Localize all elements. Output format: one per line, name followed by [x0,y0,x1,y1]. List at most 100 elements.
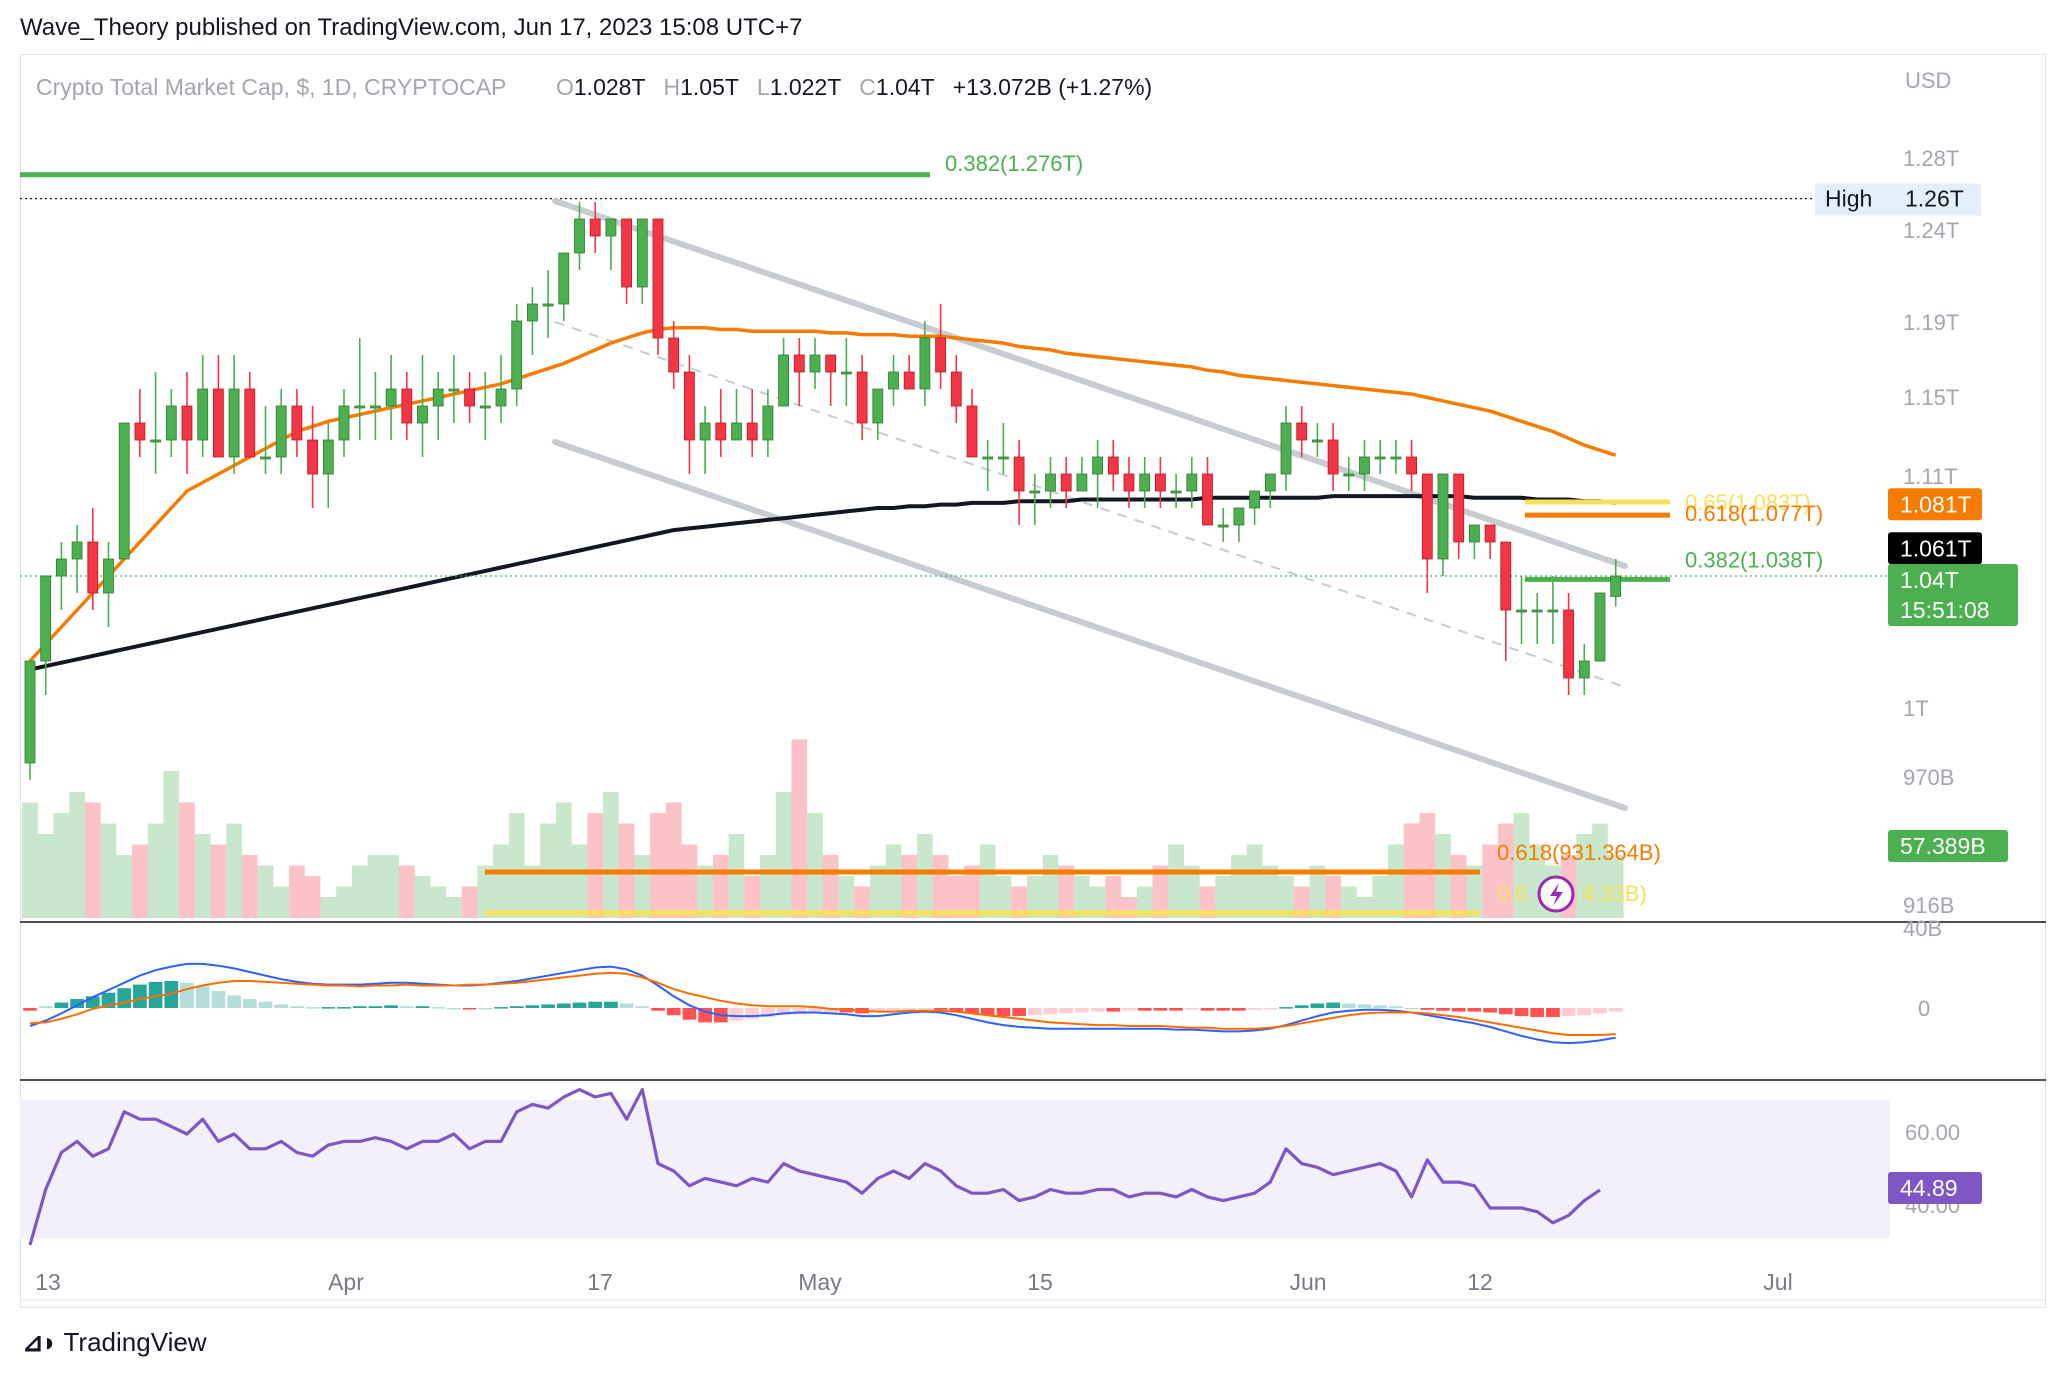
candle-body [574,218,585,254]
volume-bar [1513,813,1530,918]
price-tick-label: 1.28T [1903,146,1959,171]
macd-histogram-bar [870,1008,885,1013]
last-price-badge-countdown: 15:51:08 [1900,597,1990,623]
volume-bar [179,802,195,918]
volume-bar [1105,876,1122,918]
macd-histogram-bar [651,1008,665,1011]
ema200-line [29,494,1616,672]
candle-body [1060,473,1072,492]
volume-bar [524,865,541,918]
rsi-pane [20,1087,1890,1246]
macd-histogram-bar [1169,1008,1183,1011]
candle-body [1374,456,1386,460]
ema50-badge-bg [1888,488,1982,521]
candle-body [1406,456,1417,475]
volume-bar [1074,876,1090,918]
volume-bar [53,813,70,918]
macd-histogram-bar [556,1003,571,1008]
fib-label: 0.382(1.276T) [945,151,1083,176]
volume-bar [147,823,164,918]
volume-bar [1607,855,1624,918]
macd-histogram-bar [1420,1008,1435,1010]
candle-body [668,337,680,373]
fib-label: 0.6 [1497,881,1528,906]
macd-histogram-bar [70,999,84,1008]
currency-label: USD [1905,68,1951,93]
candle-body [1202,473,1213,526]
candle-body [181,405,193,441]
candle-body [228,388,240,458]
open-value: 1.028T [574,74,646,100]
macd-histogram-bar [1184,1008,1199,1010]
macd-histogram-bar [180,982,194,1008]
macd-histogram-bar [1232,1008,1246,1011]
candle-body [589,218,601,237]
fib-label: 4.33B) [1582,881,1647,906]
candle-body [684,371,695,441]
macd-histogram-bar [509,1006,524,1008]
macd-histogram-bar [1043,1008,1058,1015]
macd-histogram-bar [399,1006,414,1008]
candle-body [385,388,397,407]
high-badge-label: High [1825,186,1872,212]
macd-histogram-bar [823,1008,838,1013]
macd-histogram-bar [1122,1008,1136,1011]
time-tick-label: 12 [1467,1269,1493,1295]
candle-body [542,303,554,307]
volume-bar [304,876,321,918]
symbol-title: Crypto Total Market Cap, $, 1D, CRYPTOCA… [36,74,506,100]
macd-histogram-bar [1137,1008,1152,1011]
volume-bar [383,855,399,918]
candle-body [746,422,758,441]
macd-histogram-bar [1389,1006,1403,1008]
price-tick-label: 1T [1903,696,1929,721]
macd-histogram-bar [1514,1008,1529,1017]
macd-histogram-bar [290,1006,304,1008]
candle-body [1327,439,1339,475]
candle-body [165,405,177,441]
candle-body [872,388,884,424]
candle-body [369,405,381,409]
candle-body [260,456,271,460]
macd-histogram-bar [1451,1008,1466,1012]
rsi-line [28,1087,1601,1246]
candle-body [338,405,350,441]
macd-histogram-bar [211,990,226,1008]
volume-bar [1246,844,1263,918]
volume-bar [571,844,588,918]
candle-body [150,439,162,443]
volume-bar [964,865,980,918]
volume-bar [461,886,478,918]
volume-bar [241,855,258,918]
volume-bar [1058,865,1075,918]
macd-histogram-bar [1153,1008,1168,1011]
candle-body [652,218,664,339]
volume-bar [979,844,996,918]
volume-bar [681,844,698,918]
candle-body [1531,609,1543,613]
rsi-badge-bg [1888,1172,1982,1204]
fib-label: 0.618(1.077T) [1685,501,1823,526]
candle-body [778,354,789,407]
volume-bar [194,834,211,918]
candle-body [1107,456,1119,475]
volume-bar [948,876,965,918]
price-tick-label: 916B [1903,893,1954,918]
volume-bar [587,813,604,918]
volume-bar [351,865,368,918]
macd-histogram-bar [384,1005,398,1008]
time-tick-label: 17 [587,1269,613,1295]
brand-footer[interactable]: ⊿◗ TradingView [22,1327,207,1358]
candle-body [841,371,852,375]
volume-bar [885,844,902,918]
time-tick-label: Apr [328,1269,364,1295]
volume-bar [493,844,509,918]
volume-bar [744,876,761,918]
macd-histogram-bar [792,1008,807,1015]
candle-body [118,422,130,560]
macd-histogram-bar [1561,1008,1576,1017]
candle-body [1610,575,1622,597]
volume-bar [430,886,447,918]
macd-histogram-bar [1608,1008,1623,1012]
